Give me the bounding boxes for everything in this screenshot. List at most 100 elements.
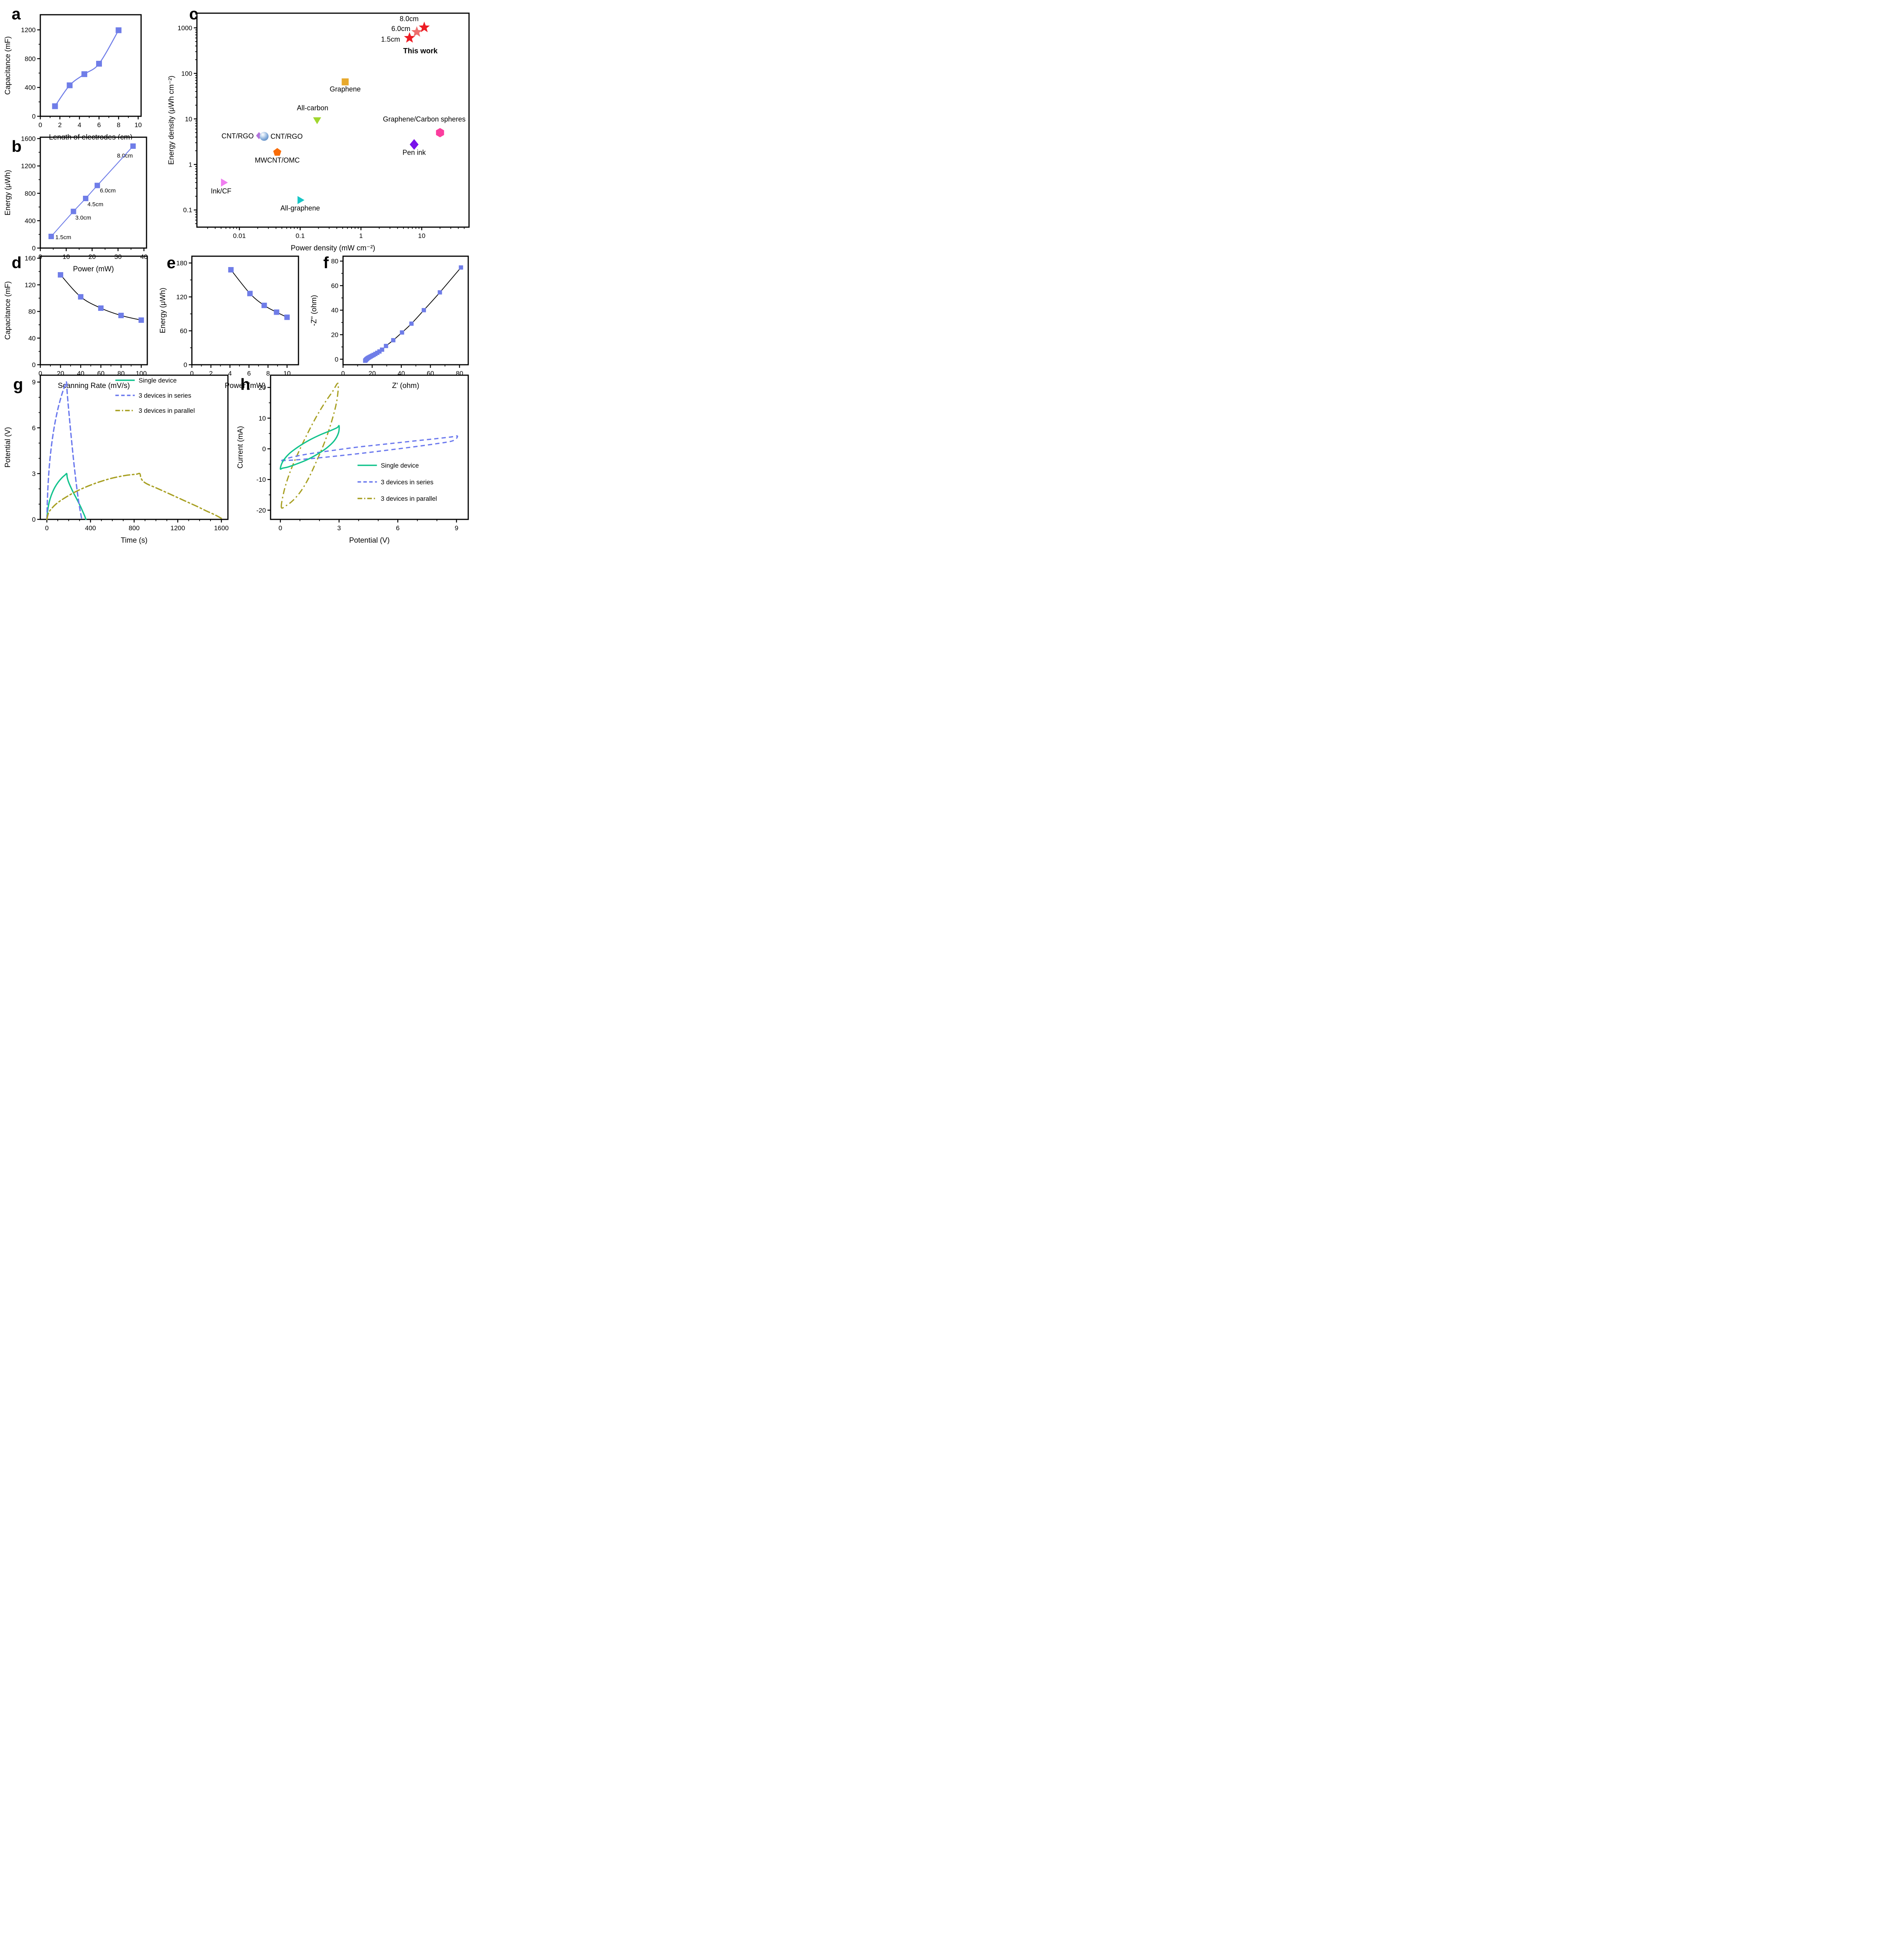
marker-cnt-rgo-sphere [259, 132, 269, 141]
plot-frame [40, 255, 148, 366]
annotation-8-0cm: 8.0cm [400, 15, 419, 23]
svg-text:0: 0 [45, 524, 48, 532]
ylabel-e: Energy (μWh) [159, 288, 167, 333]
svg-text:800: 800 [25, 190, 36, 197]
series-energy-vs-power [228, 267, 290, 320]
svg-text:120: 120 [176, 293, 187, 301]
panel-c: 0.01 0.1 1 10 0.1 1 10 100 1000 Power density (mW… [167, 0, 476, 276]
svg-text:6: 6 [247, 370, 251, 377]
panel-h: 0 3 6 9 -20 -10 0 10 20 Potential (V) Current (mA)… [233, 371, 476, 547]
svg-text:800: 800 [25, 55, 36, 62]
series-energy-vs-power-lengths [48, 143, 136, 239]
annotation-ink-cf: Ink/CF [211, 187, 231, 195]
panel-letter-a: a [12, 5, 21, 23]
annotation-8-0cm: 8.0cm [117, 153, 133, 159]
legend-label-3-devices-in-series: 3 devices in series [381, 479, 433, 486]
marker-this-work-8-0cm [419, 21, 430, 32]
annotation-6-0cm: 6.0cm [391, 25, 410, 33]
svg-text:0: 0 [335, 356, 338, 363]
svg-text:2: 2 [58, 121, 62, 129]
svg-text:60: 60 [331, 282, 338, 290]
plot-frame [40, 136, 147, 249]
annotation-cnt-rgo: CNT/RGO [222, 132, 254, 140]
marker-this-work-1-5cm [404, 32, 415, 43]
series-capacitance-vs-scanrate [58, 272, 144, 323]
marker-ink-cf [221, 178, 228, 187]
panel-letter-b: b [12, 137, 22, 155]
svg-text:100: 100 [181, 70, 192, 77]
svg-text:8: 8 [117, 121, 120, 129]
series-cv-3-series [280, 435, 458, 462]
svg-text:400: 400 [25, 217, 36, 224]
legend-label-3-devices-in-parallel: 3 devices in parallel [139, 407, 195, 414]
plot-frame [40, 374, 229, 520]
figure-canvas: 0 2 4 6 8 10 0 400 800 1200 Length of electrodes (… [0, 0, 476, 547]
svg-text:120: 120 [25, 281, 36, 289]
ylabel-d: Capacitance (mF) [4, 281, 12, 340]
svg-text:1: 1 [189, 161, 192, 168]
panel-e: 0 2 4 6 8 10 0 60 120 180 Power (mW) Energy (μWh) e [155, 251, 306, 391]
svg-text:0: 0 [262, 445, 266, 453]
svg-text:40: 40 [331, 307, 338, 314]
ylabel-b: Energy (μWh) [4, 170, 12, 216]
svg-text:6: 6 [32, 424, 36, 432]
series-capacitance-vs-length [52, 27, 122, 109]
xlabel-h: Potential (V) [349, 536, 390, 545]
annotation-1-5cm: 1.5cm [55, 234, 71, 241]
annotation-graphene-carbon-spheres: Graphene/Carbon spheres [383, 115, 466, 123]
legend-h: Single device 3 devices in series 3 device… [357, 462, 437, 502]
svg-text:0: 0 [32, 245, 36, 252]
svg-text:0.1: 0.1 [183, 207, 192, 214]
panel-letter-e: e [167, 253, 176, 272]
series-cv-single-device [279, 425, 340, 470]
series-gcd-single-device [46, 472, 87, 520]
svg-text:1600: 1600 [214, 524, 229, 532]
panel-h-chart: 0 3 6 9 -20 -10 0 10 20 Potential (V) Current (mA)… [236, 374, 469, 545]
annotation-cnt-rgo: CNT/RGO [271, 133, 303, 140]
svg-text:10: 10 [418, 232, 426, 240]
axes: 0.01 0.1 1 10 0.1 1 10 100 1000 Power density (mW… [167, 14, 466, 252]
svg-text:0: 0 [38, 370, 42, 377]
annotation-6-0cm: 6.0cm [100, 188, 116, 194]
panel-a: 0 2 4 6 8 10 0 400 800 1200 Length of electrodes (… [0, 0, 155, 141]
marker-this-work-6-0cm [411, 26, 423, 37]
annotation-pen-ink: Pen ink [402, 149, 426, 157]
svg-text:180: 180 [176, 260, 187, 267]
marker-cnt-rgo-diamond [256, 132, 262, 140]
svg-text:0: 0 [38, 121, 42, 129]
legend-label-3-devices-in-series: 3 devices in series [139, 392, 191, 399]
svg-text:6: 6 [396, 524, 399, 532]
svg-text:6: 6 [97, 121, 101, 129]
svg-text:4: 4 [228, 370, 231, 377]
svg-text:20: 20 [259, 384, 266, 391]
svg-text:0: 0 [190, 370, 193, 377]
svg-text:80: 80 [28, 308, 36, 316]
ylabel-h: Current (mA) [236, 426, 245, 469]
xlabel-e: Power (mW) [225, 382, 266, 390]
annotation-3-0cm: 3.0cm [75, 215, 91, 221]
xlabel-d: Scanning Rate (mV/s) [58, 382, 130, 390]
svg-text:3: 3 [32, 470, 36, 478]
legend-label-3-devices-in-parallel: 3 devices in parallel [381, 495, 437, 502]
xlabel-b: Power (mW) [73, 265, 114, 273]
plot-frame [342, 255, 469, 366]
marker-all-graphene [297, 196, 305, 204]
svg-text:60: 60 [180, 328, 187, 335]
series-gcd-3-parallel [46, 472, 224, 520]
svg-text:0: 0 [279, 524, 282, 532]
svg-text:9: 9 [455, 524, 458, 532]
plot-frame [270, 374, 469, 520]
axes: 0 3 6 9 -20 -10 0 10 20 Potential (V) Current (mA) [236, 384, 458, 545]
annotation-all-carbon: All-carbon [297, 104, 328, 112]
panel-c-chart: 0.01 0.1 1 10 0.1 1 10 100 1000 Power density (mW… [167, 5, 470, 252]
annotation-1-5cm: 1.5cm [381, 36, 400, 43]
annotation-this-work: This work [403, 47, 438, 55]
svg-text:20: 20 [331, 331, 338, 338]
svg-text:40: 40 [28, 334, 36, 342]
svg-text:80: 80 [331, 258, 338, 265]
